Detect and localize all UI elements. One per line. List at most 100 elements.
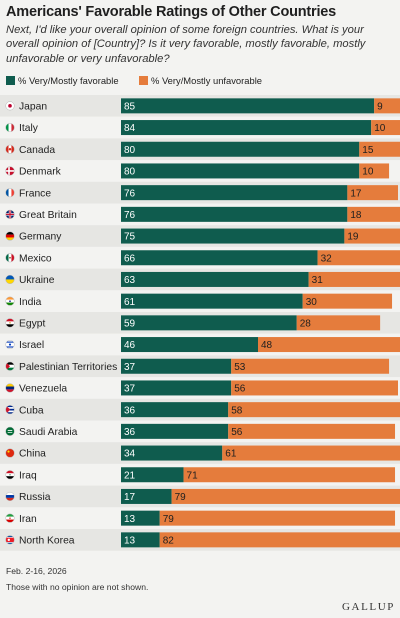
country-label: Egypt: [19, 318, 45, 329]
country-label: Great Britain: [19, 210, 77, 221]
bar-unfavorable: [228, 402, 400, 418]
legend-label-favorable: % Very/Mostly favorable: [18, 75, 119, 86]
bar-unfavorable: [296, 315, 381, 331]
data-label-unfavorable: 79: [175, 492, 187, 503]
country-label: Palestinian Territories: [19, 362, 117, 373]
country-label: Russia: [19, 492, 51, 503]
country-label: Saudi Arabia: [19, 427, 78, 438]
bar-unfavorable: [347, 206, 400, 222]
data-label-favorable: 46: [124, 340, 136, 351]
bar-favorable: [121, 163, 360, 179]
survey-date: Feb. 2-16, 2026: [6, 566, 67, 576]
germany-flag-icon: [5, 231, 15, 241]
data-label-unfavorable: 48: [261, 340, 273, 351]
bar-favorable: [121, 488, 172, 504]
legend-label-unfavorable: % Very/Mostly unfavorable: [151, 75, 262, 86]
bar-favorable: [121, 358, 232, 374]
data-label-unfavorable: 32: [321, 253, 333, 264]
data-label-unfavorable: 61: [225, 449, 237, 460]
russia-flag-icon: [5, 492, 15, 501]
data-label-favorable: 36: [124, 405, 136, 416]
india-flag-icon: [5, 296, 15, 306]
country-label: Italy: [19, 123, 39, 134]
data-label-favorable: 66: [124, 253, 136, 264]
bar-unfavorable: [231, 358, 390, 374]
data-label-unfavorable: 82: [163, 535, 175, 546]
bar-favorable: [121, 532, 160, 548]
data-label-unfavorable: 15: [362, 145, 374, 156]
palestine-flag-icon: [5, 361, 15, 371]
data-label-unfavorable: 71: [187, 470, 199, 481]
japan-flag-icon: [5, 101, 15, 111]
data-label-favorable: 80: [124, 167, 136, 178]
footnote: Those with no opinion are not shown.: [6, 582, 149, 592]
bar-unfavorable: [258, 337, 400, 353]
bar-favorable: [121, 315, 297, 331]
country-label: Mexico: [19, 253, 52, 264]
legend-item-unfavorable: % Very/Mostly unfavorable: [139, 75, 262, 86]
bar-favorable: [121, 271, 309, 287]
data-label-favorable: 34: [124, 449, 136, 460]
data-label-favorable: 85: [124, 101, 136, 112]
data-label-unfavorable: 31: [312, 275, 324, 286]
chart-title: Americans' Favorable Ratings of Other Co…: [6, 4, 337, 20]
legend-swatch-favorable: [6, 76, 15, 85]
data-label-favorable: 37: [124, 362, 136, 373]
chart-subtitle: Next, I'd like your overall opinion of s…: [6, 24, 366, 65]
bar-favorable: [121, 250, 318, 266]
iraq-flag-icon: [5, 470, 15, 480]
country-label: Germany: [19, 232, 62, 243]
gallup-logo: GALLUP: [342, 601, 395, 613]
data-label-favorable: 59: [124, 318, 136, 329]
venezuela-flag-icon: [5, 383, 15, 393]
saudi-arabia-flag-icon: [5, 427, 15, 436]
data-label-unfavorable: 9: [377, 101, 383, 112]
bar-favorable: [121, 380, 232, 396]
bar-unfavorable: [228, 423, 396, 439]
bar-chart: Japan 85 9 Italy 84 10 Canada 80 15 Denmark 80 10 Fr…: [0, 95, 400, 551]
data-label-favorable: 21: [124, 470, 136, 481]
bar-favorable: [121, 120, 372, 136]
bar-favorable: [121, 510, 160, 526]
data-label-unfavorable: 10: [362, 167, 374, 178]
bar-favorable: [121, 423, 229, 439]
bar-unfavorable: [231, 380, 398, 396]
bar-unfavorable: [374, 98, 400, 114]
iran-flag-icon: [5, 513, 15, 523]
data-label-favorable: 13: [124, 514, 136, 525]
ukraine-flag-icon: [5, 275, 15, 284]
data-label-unfavorable: 17: [350, 188, 362, 199]
data-label-favorable: 80: [124, 145, 136, 156]
bar-favorable: [121, 445, 223, 461]
data-label-unfavorable: 18: [350, 210, 362, 221]
country-label: China: [19, 449, 46, 460]
bar-favorable: [121, 467, 184, 483]
data-label-unfavorable: 56: [234, 384, 246, 395]
country-label: Iran: [19, 514, 37, 525]
cuba-flag-icon: [5, 405, 15, 414]
bar-unfavorable: [347, 185, 398, 201]
country-label: Canada: [19, 145, 55, 156]
country-label: Venezuela: [19, 384, 67, 395]
bar-unfavorable: [159, 510, 396, 526]
data-label-unfavorable: 79: [163, 514, 175, 525]
data-label-unfavorable: 58: [231, 405, 243, 416]
data-label-unfavorable: 56: [231, 427, 243, 438]
legend-item-favorable: % Very/Mostly favorable: [6, 75, 119, 86]
data-label-favorable: 13: [124, 535, 136, 546]
bar-unfavorable: [302, 293, 393, 309]
data-label-favorable: 76: [124, 210, 136, 221]
country-label: Israel: [19, 340, 44, 351]
bar-favorable: [121, 206, 348, 222]
data-label-favorable: 63: [124, 275, 136, 286]
country-label: Ukraine: [19, 275, 55, 286]
bar-favorable: [121, 185, 348, 201]
italy-flag-icon: [5, 123, 15, 132]
data-label-unfavorable: 28: [300, 318, 312, 329]
data-label-unfavorable: 30: [306, 297, 318, 308]
china-flag-icon: [5, 448, 15, 458]
bar-unfavorable: [183, 467, 396, 483]
bar-unfavorable: [359, 163, 390, 179]
bar-unfavorable: [222, 445, 400, 461]
bar-favorable: [121, 141, 360, 157]
